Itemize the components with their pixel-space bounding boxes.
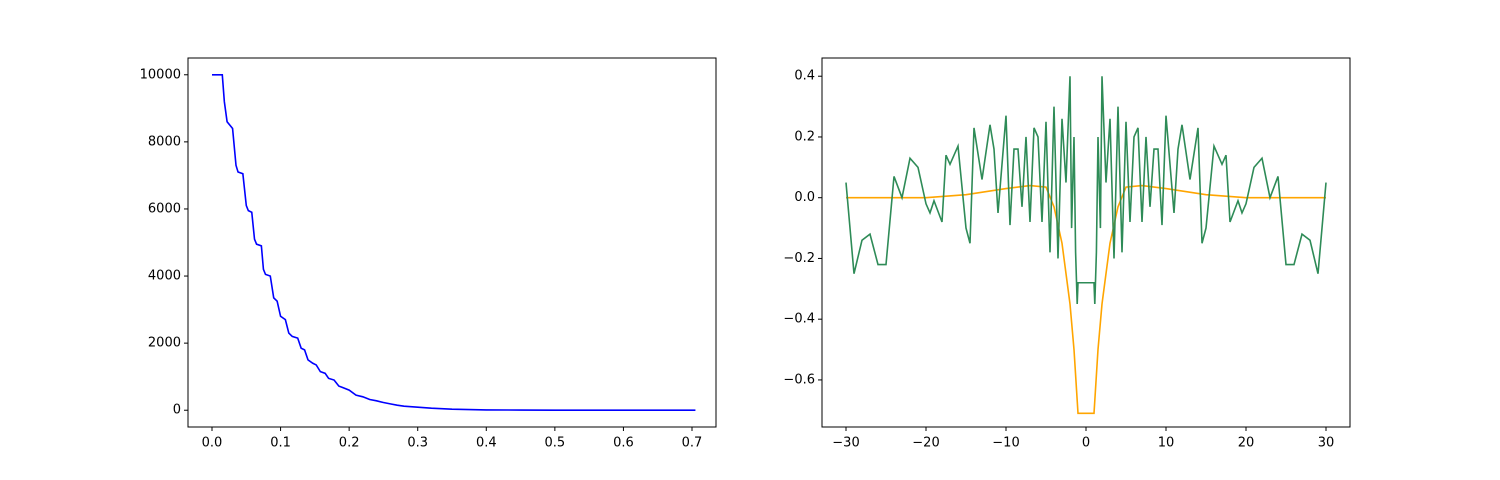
y-tick-label: 6000	[148, 201, 181, 216]
x-tick-label: −20	[912, 436, 939, 451]
y-tick-label: 8000	[148, 134, 181, 149]
x-tick-label: 0.6	[613, 436, 634, 451]
data-line	[846, 184, 1326, 415]
x-tick-label: 30	[1318, 436, 1335, 451]
x-tick-label: 0.7	[682, 436, 703, 451]
x-tick-label: −30	[832, 436, 859, 451]
x-tick-label: 10	[1158, 436, 1175, 451]
x-tick-label: 0.1	[270, 436, 291, 451]
data-line	[212, 73, 696, 412]
y-tick-label: 0.4	[794, 69, 815, 84]
y-tick-label: −0.4	[783, 312, 815, 327]
y-tick-label: 0.0	[794, 190, 815, 205]
y-tick-label: 2000	[148, 336, 181, 351]
x-tick-label: 0.4	[476, 436, 497, 451]
y-tick-label: 10000	[140, 67, 181, 82]
x-tick-label: 0	[1082, 436, 1090, 451]
y-tick-label: 4000	[148, 269, 181, 284]
axes-frame	[821, 57, 1351, 428]
y-tick-label: 0	[173, 403, 181, 418]
y-tick-label: 0.2	[794, 129, 815, 144]
data-line	[845, 76, 1327, 305]
x-tick-label: 0.3	[407, 436, 428, 451]
axes-frame	[187, 57, 717, 428]
x-tick-label: −10	[992, 436, 1019, 451]
y-tick-label: −0.2	[783, 251, 815, 266]
x-tick-label: 20	[1238, 436, 1255, 451]
y-tick-label: −0.6	[783, 372, 815, 387]
x-tick-label: 0.5	[545, 436, 566, 451]
x-tick-label: 0.0	[202, 436, 223, 451]
x-tick-label: 0.2	[339, 436, 360, 451]
